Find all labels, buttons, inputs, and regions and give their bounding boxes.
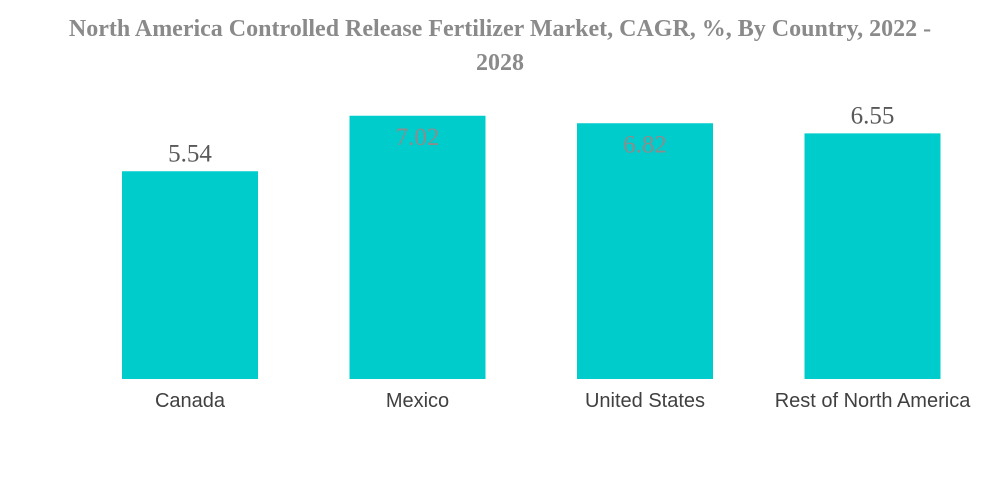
bar-mexico [349, 115, 486, 379]
data-label: 5.54 [168, 140, 212, 167]
bar-rest-of-north-america [804, 133, 941, 379]
data-label: 7.02 [396, 124, 440, 151]
x-tick-label: Rest of North America [775, 390, 972, 412]
x-tick-label: Mexico [386, 390, 449, 412]
data-label: 6.55 [851, 102, 895, 129]
bar-canada [122, 171, 258, 379]
bar-united-states [577, 123, 713, 379]
x-tick-label: United States [585, 390, 705, 412]
x-tick-label: Canada [155, 390, 226, 412]
chart-title: North America Controlled Release Fertili… [68, 16, 932, 76]
data-label: 6.82 [623, 131, 667, 158]
